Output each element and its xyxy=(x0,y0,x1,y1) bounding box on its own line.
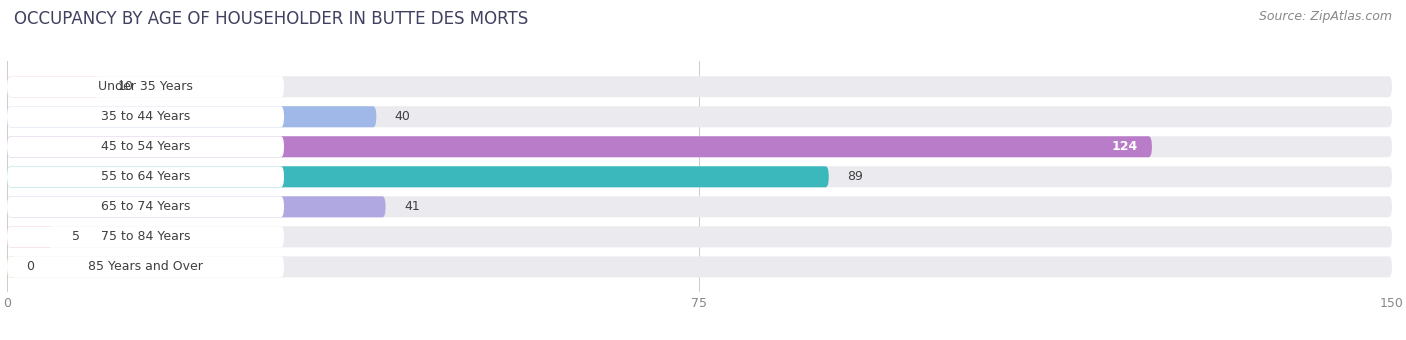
FancyBboxPatch shape xyxy=(7,76,1392,97)
Text: Source: ZipAtlas.com: Source: ZipAtlas.com xyxy=(1258,10,1392,23)
FancyBboxPatch shape xyxy=(7,136,1392,157)
Text: 41: 41 xyxy=(404,200,420,213)
Text: 85 Years and Over: 85 Years and Over xyxy=(89,260,202,273)
Text: 35 to 44 Years: 35 to 44 Years xyxy=(101,110,190,123)
FancyBboxPatch shape xyxy=(7,226,284,248)
FancyBboxPatch shape xyxy=(7,226,53,248)
Text: 124: 124 xyxy=(1112,140,1137,153)
FancyBboxPatch shape xyxy=(7,106,1392,127)
FancyBboxPatch shape xyxy=(7,106,284,127)
FancyBboxPatch shape xyxy=(7,196,385,217)
Text: 65 to 74 Years: 65 to 74 Years xyxy=(101,200,190,213)
FancyBboxPatch shape xyxy=(7,166,1392,187)
FancyBboxPatch shape xyxy=(7,136,284,157)
FancyBboxPatch shape xyxy=(7,166,828,187)
FancyBboxPatch shape xyxy=(7,226,1392,248)
Text: 75 to 84 Years: 75 to 84 Years xyxy=(101,231,190,243)
FancyBboxPatch shape xyxy=(7,256,284,277)
Text: 55 to 64 Years: 55 to 64 Years xyxy=(101,170,190,183)
FancyBboxPatch shape xyxy=(7,76,100,97)
FancyBboxPatch shape xyxy=(7,106,377,127)
FancyBboxPatch shape xyxy=(7,256,17,277)
Text: 0: 0 xyxy=(25,260,34,273)
FancyBboxPatch shape xyxy=(7,76,284,97)
FancyBboxPatch shape xyxy=(7,196,1392,217)
Text: OCCUPANCY BY AGE OF HOUSEHOLDER IN BUTTE DES MORTS: OCCUPANCY BY AGE OF HOUSEHOLDER IN BUTTE… xyxy=(14,10,529,28)
FancyBboxPatch shape xyxy=(7,166,284,187)
FancyBboxPatch shape xyxy=(7,136,1152,157)
FancyBboxPatch shape xyxy=(7,196,284,217)
Text: 40: 40 xyxy=(395,110,411,123)
FancyBboxPatch shape xyxy=(7,256,1392,277)
Text: 45 to 54 Years: 45 to 54 Years xyxy=(101,140,190,153)
Text: 89: 89 xyxy=(848,170,863,183)
Text: 5: 5 xyxy=(72,231,80,243)
Text: Under 35 Years: Under 35 Years xyxy=(98,80,193,93)
Text: 10: 10 xyxy=(118,80,134,93)
